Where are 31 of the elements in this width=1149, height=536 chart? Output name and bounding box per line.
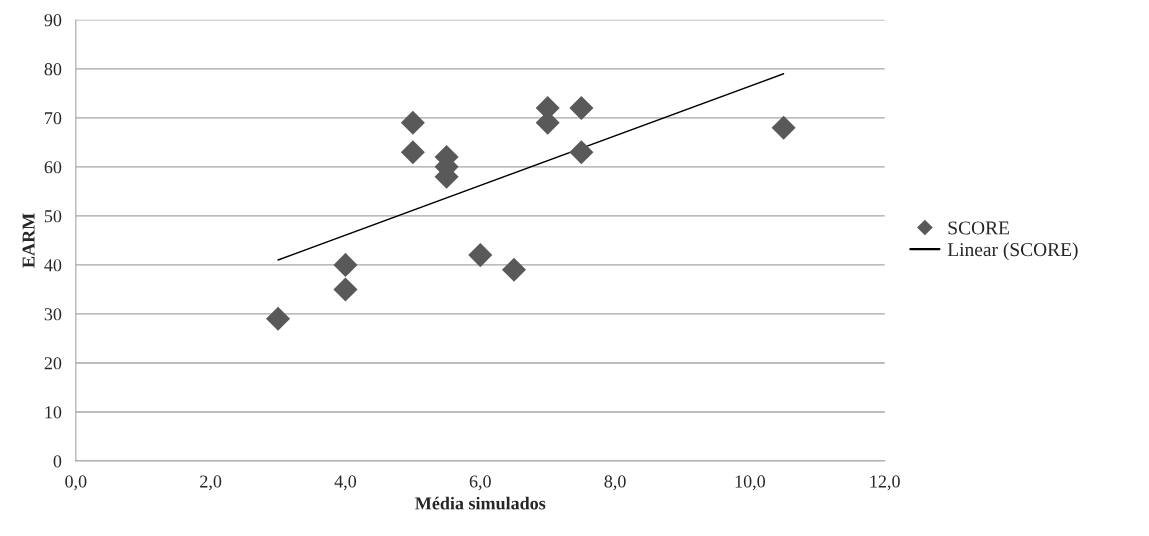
y-tick-label: 90	[44, 14, 62, 27]
x-tick-label: 0,0	[65, 475, 87, 491]
point	[468, 243, 493, 268]
point	[333, 277, 358, 302]
point	[569, 96, 594, 121]
x-axis-title: Média simulados	[415, 496, 546, 510]
y-tick-label: 30	[44, 308, 62, 321]
point	[400, 110, 425, 135]
x-tick-label: 6,0	[469, 475, 491, 491]
x-tick-label: 10,0	[735, 475, 766, 491]
point	[400, 140, 425, 165]
y-tick-label: 60	[44, 161, 62, 174]
legend-label: SCORE	[948, 221, 1009, 235]
point	[333, 252, 358, 277]
y-tick-label: 50	[44, 210, 62, 223]
x-tick-label: 4,0	[334, 475, 357, 491]
x-tick-label: 8,0	[604, 475, 626, 491]
y-tick-label: 10	[45, 406, 62, 419]
point	[569, 140, 594, 165]
legend-label: Linear (SCORE)	[947, 242, 1078, 261]
point	[771, 115, 796, 140]
point	[266, 306, 291, 331]
x-tick-label: 2,0	[200, 475, 222, 491]
y-tick-label: 0	[53, 455, 62, 468]
y-axis-title: EARM	[22, 213, 35, 268]
point	[501, 257, 527, 282]
x-tick-label: 12,0	[870, 475, 900, 491]
y-tick-label: 20	[44, 357, 62, 370]
y-tick-label: 70	[45, 112, 62, 125]
y-tick-label: 40	[44, 259, 62, 272]
y-tick-label: 80	[44, 63, 62, 76]
